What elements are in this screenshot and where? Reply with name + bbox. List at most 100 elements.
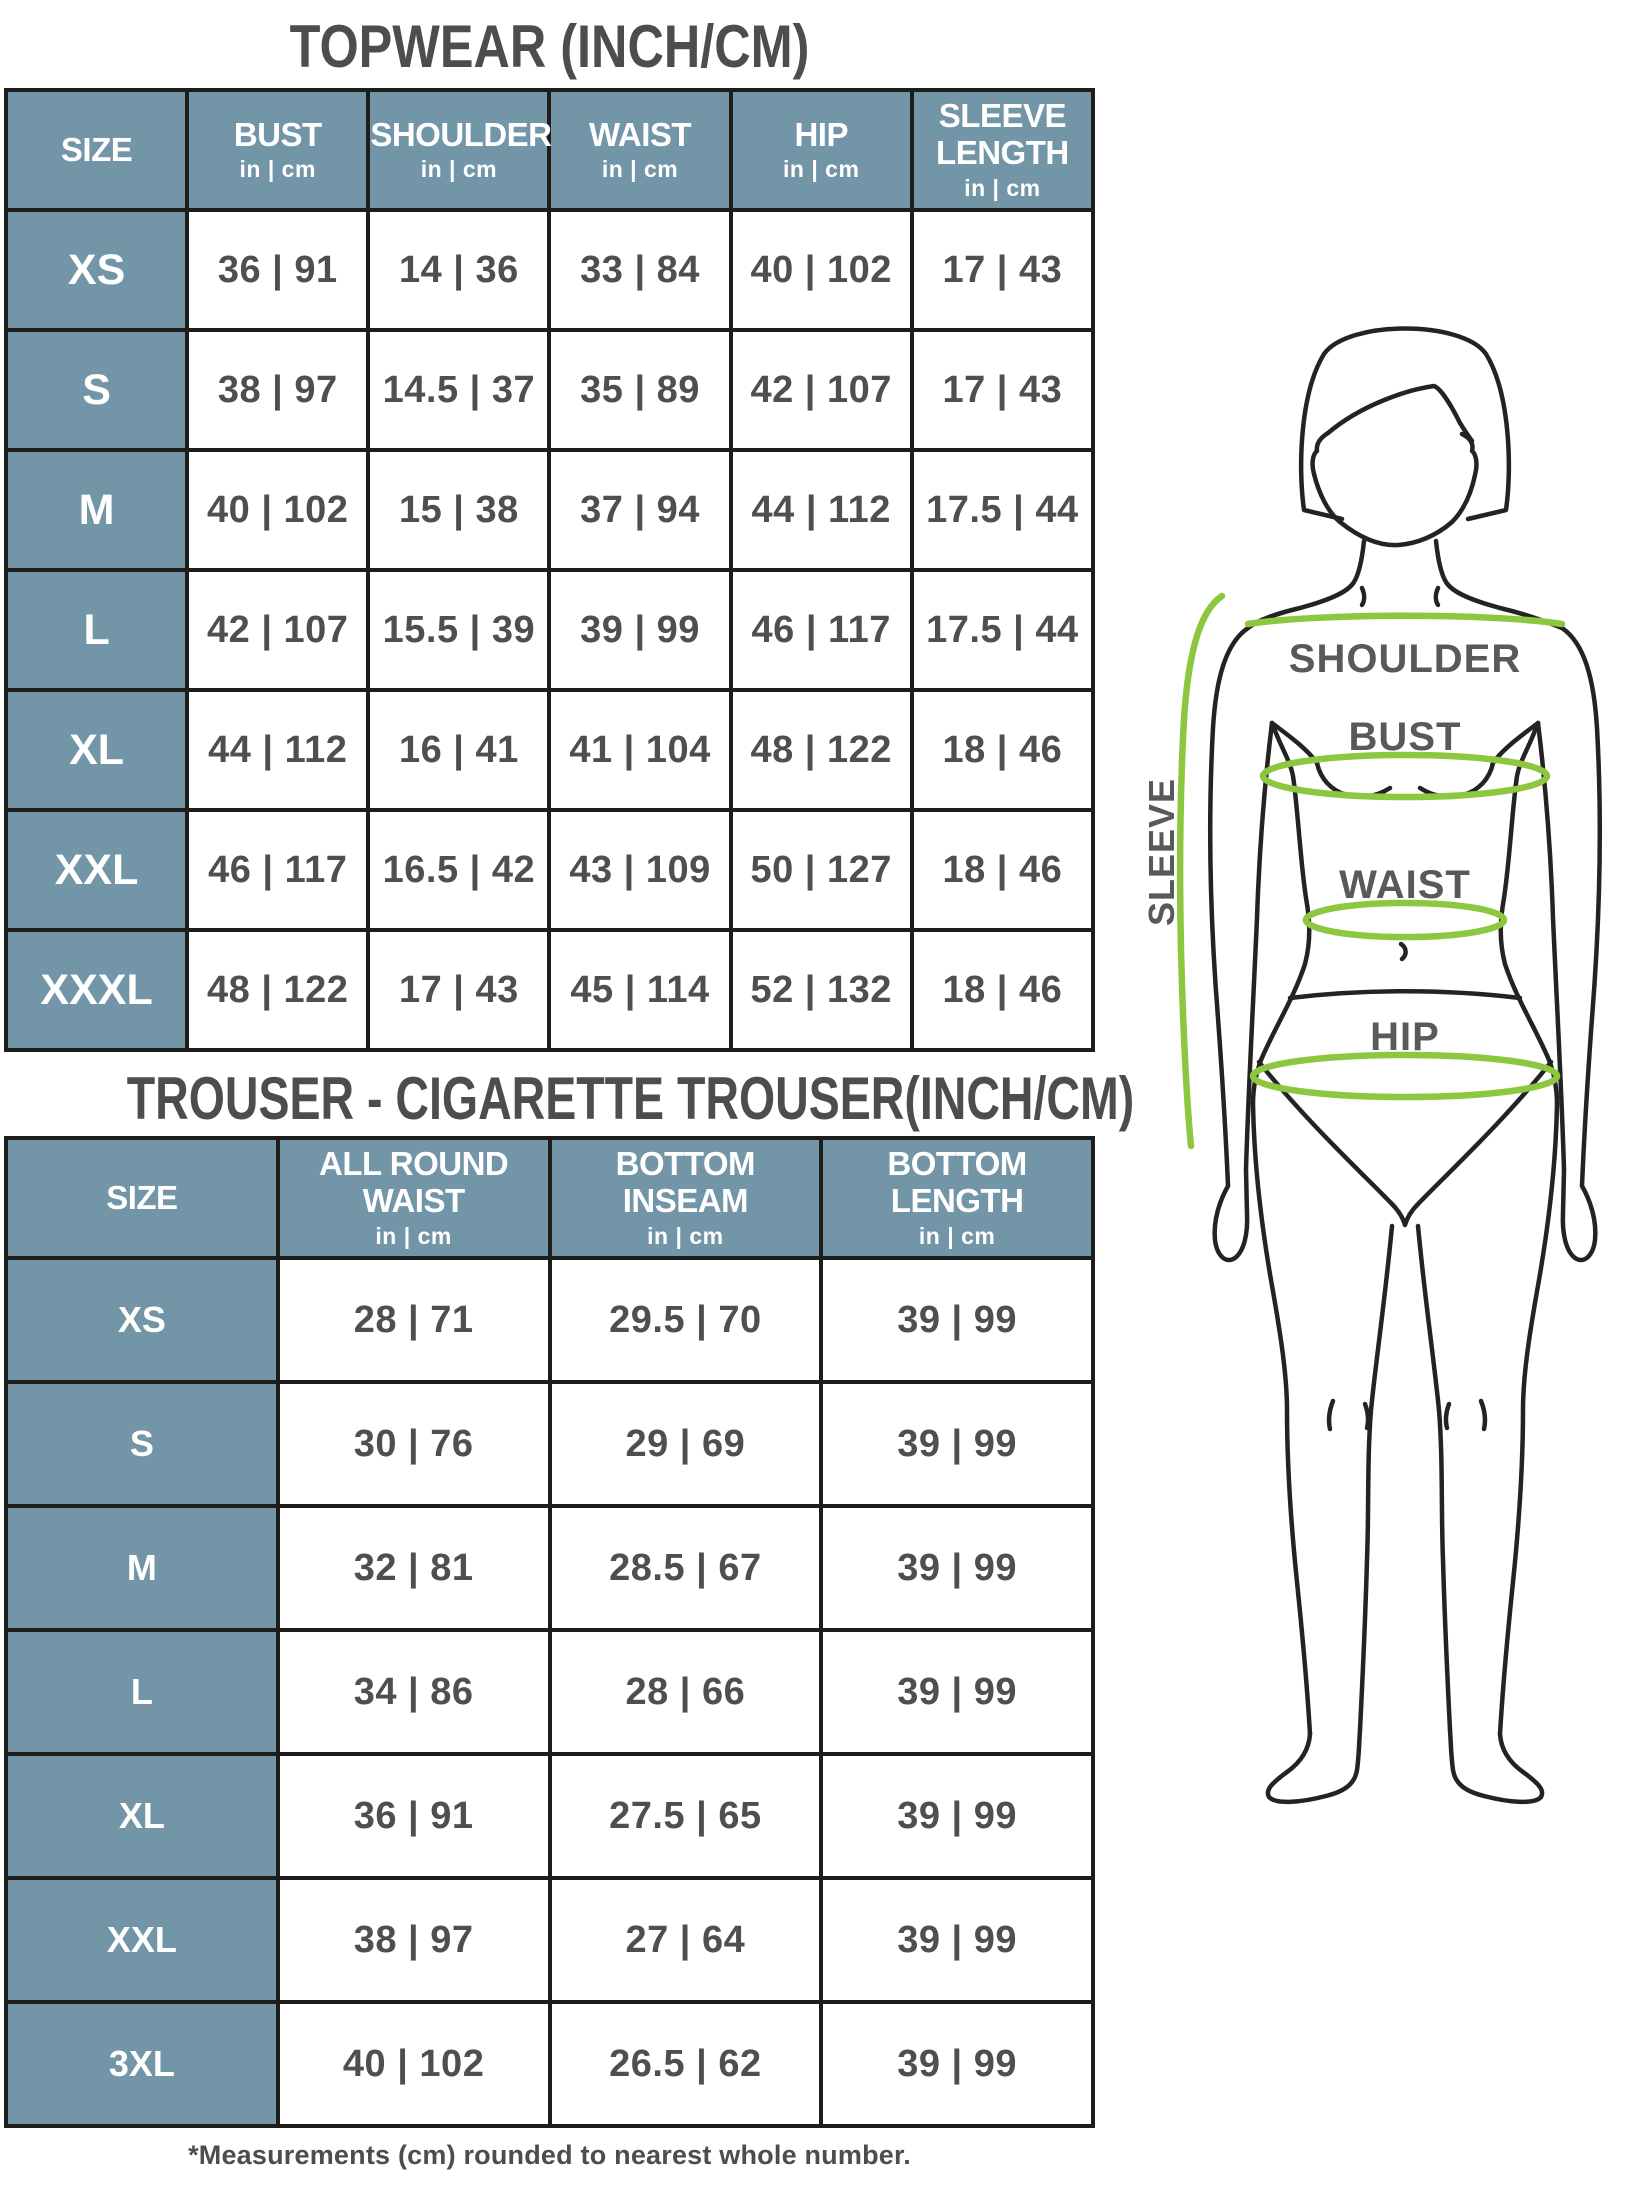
topwear-col-unit-bust: in | cm [239,156,316,183]
right-hand-icon [1560,1167,1598,1263]
trouser-header-row: SIZE ALL ROUND WAIST in | cm BOTTOM INSEAM in … [4,1136,1095,1260]
topwear-col-unit-sleeve-length: in | cm [964,174,1041,201]
topwear-col-header-bust: BUST in | cm [185,88,371,212]
topwear-col-label-size: SIZE [60,130,133,168]
topwear-col-unit-waist: in | cm [601,156,679,183]
shoulder-measure-line-icon [1244,612,1566,628]
topwear-col-header-size: SIZE [3,88,190,212]
right-foot-icon [1447,1727,1545,1805]
left-foot-icon [1265,1727,1363,1805]
topwear-size-xl: XL [3,688,190,812]
topwear-value-s-2: 14.5 | 37 [366,328,552,452]
topwear-value-xxl-4: 50 | 127 [728,808,914,932]
briefs-v-icon [1256,1059,1554,1228]
topwear-header-row: SIZE BUST in | cm SHOULDER in | cm WAIST in | … [3,88,1096,212]
topwear-value-s-3: 35 | 89 [547,328,733,452]
topwear-value-xs-4: 40 | 102 [728,208,914,332]
trouser-size-xs: XS [4,1256,280,1384]
topwear-value-xs-3: 33 | 84 [547,208,733,332]
trouser-value-l-2: 28 | 66 [547,1628,824,1756]
trouser-value-xl-2: 27.5 | 65 [547,1752,824,1880]
trouser-value-xs-1: 28 | 71 [275,1256,552,1384]
topwear-row-xxl: XXL 46 | 117 16.5 | 42 43 | 109 50 | 127 18 |… [3,808,1096,932]
bust-label: BUST [1349,715,1462,759]
topwear-size-table: SIZE BUST in | cm SHOULDER in | cm WAIST in | … [3,88,1096,1052]
trouser-row-xl: XL 36 | 91 27.5 | 65 39 | 99 [4,1752,1095,1880]
trouser-col-label-bottom-inseam: BOTTOM INSEAM [615,1145,756,1219]
topwear-value-xxxl-3: 45 | 114 [547,928,733,1052]
measurement-footnote: *Measurements (cm) rounded to nearest wh… [188,2140,911,2170]
left-arm-outer-icon [1208,625,1251,1189]
right-arm-outer-icon [1559,625,1602,1189]
left-knee-marks-icon [1326,1398,1371,1432]
shoulder-label: SHOULDER [1289,637,1521,681]
trouser-value-xxl-3: 39 | 99 [819,1876,1095,2004]
sleeve-measure-line-icon [1176,592,1226,1150]
trouser-col-header-bottom-length: BOTTOM LENGTH in | cm [819,1136,1095,1260]
trouser-col-unit-bottom-inseam: in | cm [647,1222,724,1249]
trouser-col-label-all-round-waist: ALL ROUND WAIST [319,1145,509,1219]
trouser-value-xs-3: 39 | 99 [819,1256,1095,1384]
trouser-row-xxl: XXL 38 | 97 27 | 64 39 | 99 [4,1876,1095,2004]
topwear-value-m-1: 40 | 102 [185,448,371,572]
trouser-size-s: S [4,1380,280,1508]
trouser-col-unit-all-round-waist: in | cm [375,1222,452,1249]
trouser-value-l-3: 39 | 99 [819,1628,1095,1756]
bust-measure-ellipse-icon [1259,751,1551,801]
topwear-value-xxl-3: 43 | 109 [547,808,733,932]
topwear-row-l: L 42 | 107 15.5 | 39 39 | 99 46 | 117 17.5 | … [3,568,1096,692]
hair-outline-icon [1298,326,1512,522]
topwear-col-header-hip: HIP in | cm [728,88,914,212]
topwear-row-xs: XS 36 | 91 14 | 36 33 | 84 40 | 102 17 | 43 [3,208,1096,332]
trouser-col-label-size: SIZE [106,1178,178,1216]
trouser-value-xxl-1: 38 | 97 [275,1876,552,2004]
trouser-row-3xl: 3XL 40 | 102 26.5 | 62 39 | 99 [4,2000,1095,2128]
hip-measure-ellipse-icon [1249,1051,1561,1101]
trouser-value-3xl-3: 39 | 99 [819,2000,1095,2128]
topwear-value-l-2: 15.5 | 39 [366,568,552,692]
collarbone-right-icon [1433,585,1441,608]
topwear-value-s-4: 42 | 107 [728,328,914,452]
trouser-value-m-2: 28.5 | 67 [547,1504,824,1632]
topwear-size-xxxl: XXXL [3,928,190,1052]
left-leg-outer-icon [1250,1101,1313,1737]
topwear-value-xxl-2: 16.5 | 42 [366,808,552,932]
waist-label: WAIST [1339,863,1471,907]
topwear-value-s-5: 17 | 43 [909,328,1096,452]
trouser-value-3xl-2: 26.5 | 62 [547,2000,824,2128]
trouser-size-xl: XL [4,1752,280,1880]
navel-icon [1398,941,1408,962]
trouser-value-s-1: 30 | 76 [275,1380,552,1508]
trouser-value-l-1: 34 | 86 [275,1628,552,1756]
topwear-value-xxxl-1: 48 | 122 [185,928,371,1052]
topwear-value-l-1: 42 | 107 [185,568,371,692]
left-hand-icon [1212,1167,1250,1263]
topwear-value-xs-1: 36 | 91 [185,208,371,332]
topwear-value-m-2: 15 | 38 [366,448,552,572]
collarbone-left-icon [1359,585,1367,608]
trouser-value-xxl-2: 27 | 64 [547,1876,824,2004]
trouser-row-s: S 30 | 76 29 | 69 39 | 99 [4,1380,1095,1508]
body-figure-svg: SHOULDER BUST WAIST HIP SLEEVE [1141,326,1602,1805]
topwear-value-l-3: 39 | 99 [547,568,733,692]
topwear-value-xxxl-5: 18 | 46 [909,928,1096,1052]
hair-fringe-icon [1325,383,1475,444]
topwear-col-header-shoulder: SHOULDER in | cm [366,88,552,212]
topwear-col-label-shoulder: SHOULDER [370,115,552,153]
sleeve-label: SLEEVE [1141,778,1182,926]
topwear-value-xl-5: 18 | 46 [909,688,1096,812]
topwear-size-m: M [3,448,190,572]
topwear-value-xl-4: 48 | 122 [728,688,914,812]
topwear-value-l-4: 46 | 117 [728,568,914,692]
topwear-value-xxl-5: 18 | 46 [909,808,1096,932]
briefs-top-line-icon [1287,989,1523,1001]
body-measurement-figure: SHOULDER BUST WAIST HIP SLEEVE [1140,298,1645,1808]
topwear-col-label-hip: HIP [794,115,848,153]
topwear-value-m-3: 37 | 94 [547,448,733,572]
trouser-size-table: SIZE ALL ROUND WAIST in | cm BOTTOM INSEAM in … [4,1136,1095,2128]
topwear-value-m-5: 17.5 | 44 [909,448,1096,572]
topwear-value-xl-2: 16 | 41 [366,688,552,812]
trouser-size-m: M [4,1504,280,1632]
right-arm-inner-icon [1535,720,1567,1173]
